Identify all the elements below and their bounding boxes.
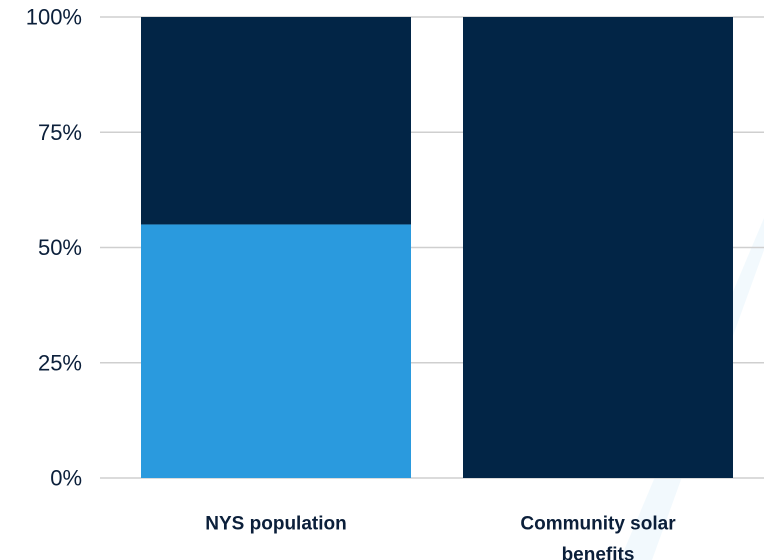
x-category-label: NYS population [205,514,346,535]
bar-segment [141,17,411,225]
y-tick-label: 0% [50,466,82,491]
bar-segment [463,17,733,478]
y-tick-label: 25% [38,350,82,375]
y-tick-label: 75% [38,120,82,145]
bars [141,17,733,478]
y-tick-label: 50% [38,235,82,260]
y-axis: 0% 25% 50% 75% 100% [26,5,82,491]
x-category-label: Community solar [520,514,676,535]
bar-segment [141,224,411,478]
x-category-label: benefits [562,545,635,560]
x-axis: NYS population Community solar benefits [205,514,676,560]
y-tick-label: 100% [26,5,82,30]
